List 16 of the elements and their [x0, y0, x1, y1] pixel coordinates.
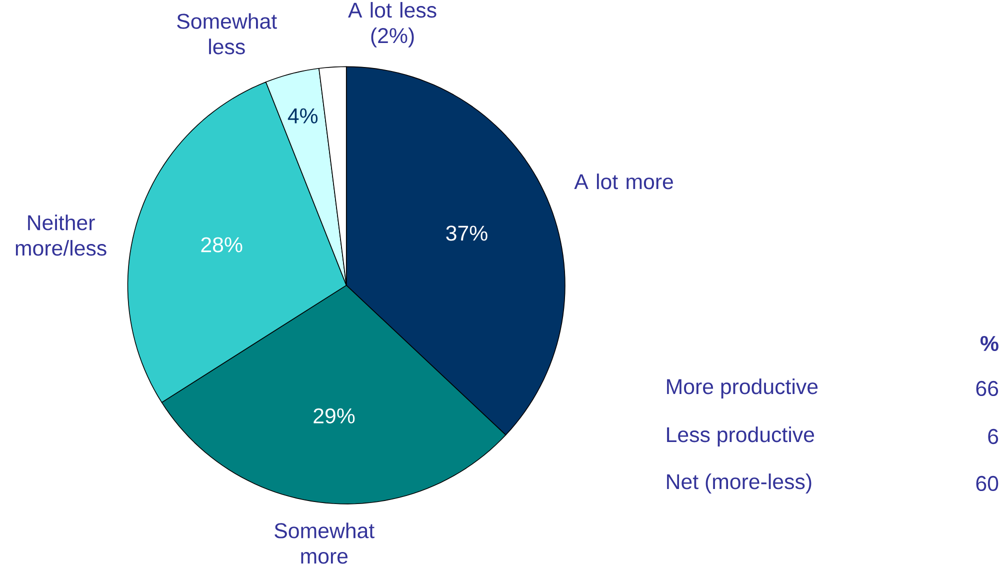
data-label: 29% [314, 408, 355, 424]
text: 60 [976, 476, 998, 492]
text: % [980, 336, 998, 352]
text: Net (more-less) [667, 474, 812, 494]
text: 66 [976, 381, 998, 396]
slice-label: A lot more [574, 174, 673, 190]
text: Less productive [667, 426, 814, 447]
slice-label: A lot less (2%) [348, 2, 436, 48]
slice-label: Somewhat more [274, 522, 374, 564]
data-label: 4% [288, 108, 318, 124]
slice-label: Neither more/less [16, 214, 106, 256]
text: More productive [667, 378, 818, 399]
data-label: 37% [446, 226, 488, 241]
text: 6 [988, 429, 998, 444]
data-label: 28% [201, 237, 242, 252]
slice-label: Somewhat less [177, 13, 277, 54]
